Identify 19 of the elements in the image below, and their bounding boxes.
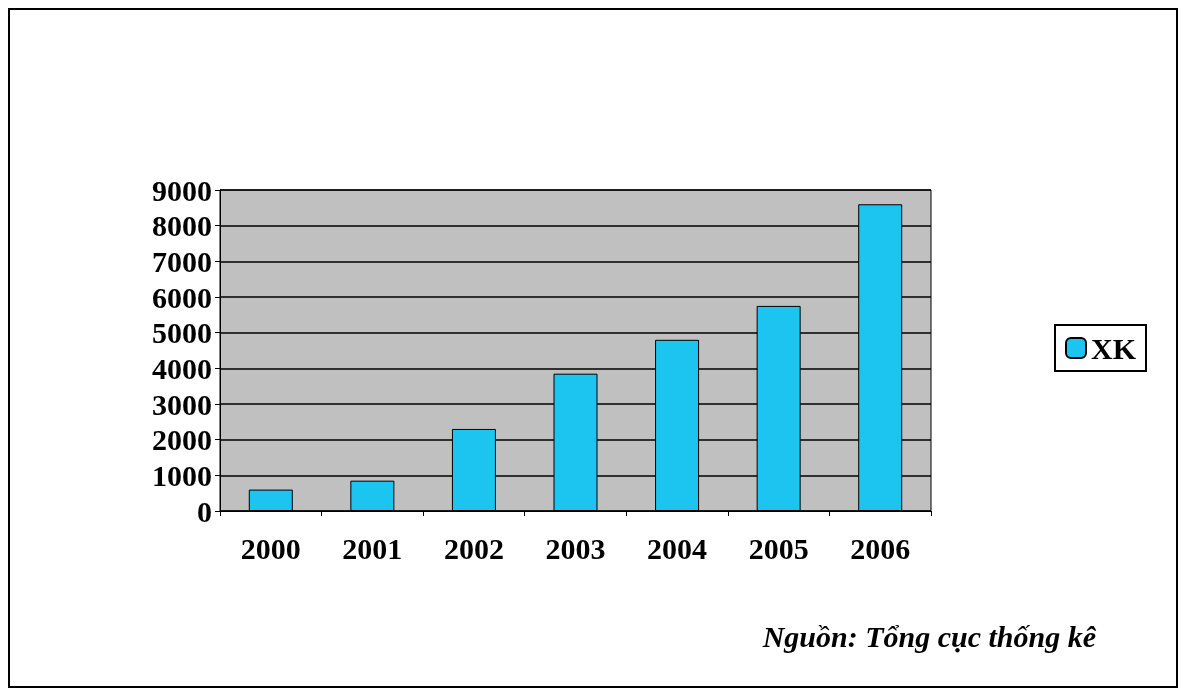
x-tick-label: 2004 [647,531,708,565]
y-tick-label: 8000 [152,209,212,243]
legend-label: XK [1091,331,1137,365]
text: Nguồn: Tổng cục thống kê [761,619,1097,653]
y-tick-label: 9000 [152,173,212,207]
y-tick-label: 5000 [152,316,212,350]
x-tick-label: 2001 [342,531,403,565]
y-tick-label: 2000 [152,423,212,457]
x-tick-label: 2005 [748,531,809,565]
y-tick-label: 1000 [152,458,212,492]
x-tick-label: 2003 [545,531,606,565]
x-tick-label: 2000 [240,531,301,565]
x-tick-label: 2002 [443,531,504,565]
y-tick-label: 6000 [152,280,212,314]
x-tick-label: 2006 [850,531,911,565]
y-tick-label: 0 [197,494,212,528]
y-tick-label: 7000 [152,244,212,278]
y-tick-label: 4000 [152,351,212,385]
y-tick-label: 3000 [152,387,212,421]
